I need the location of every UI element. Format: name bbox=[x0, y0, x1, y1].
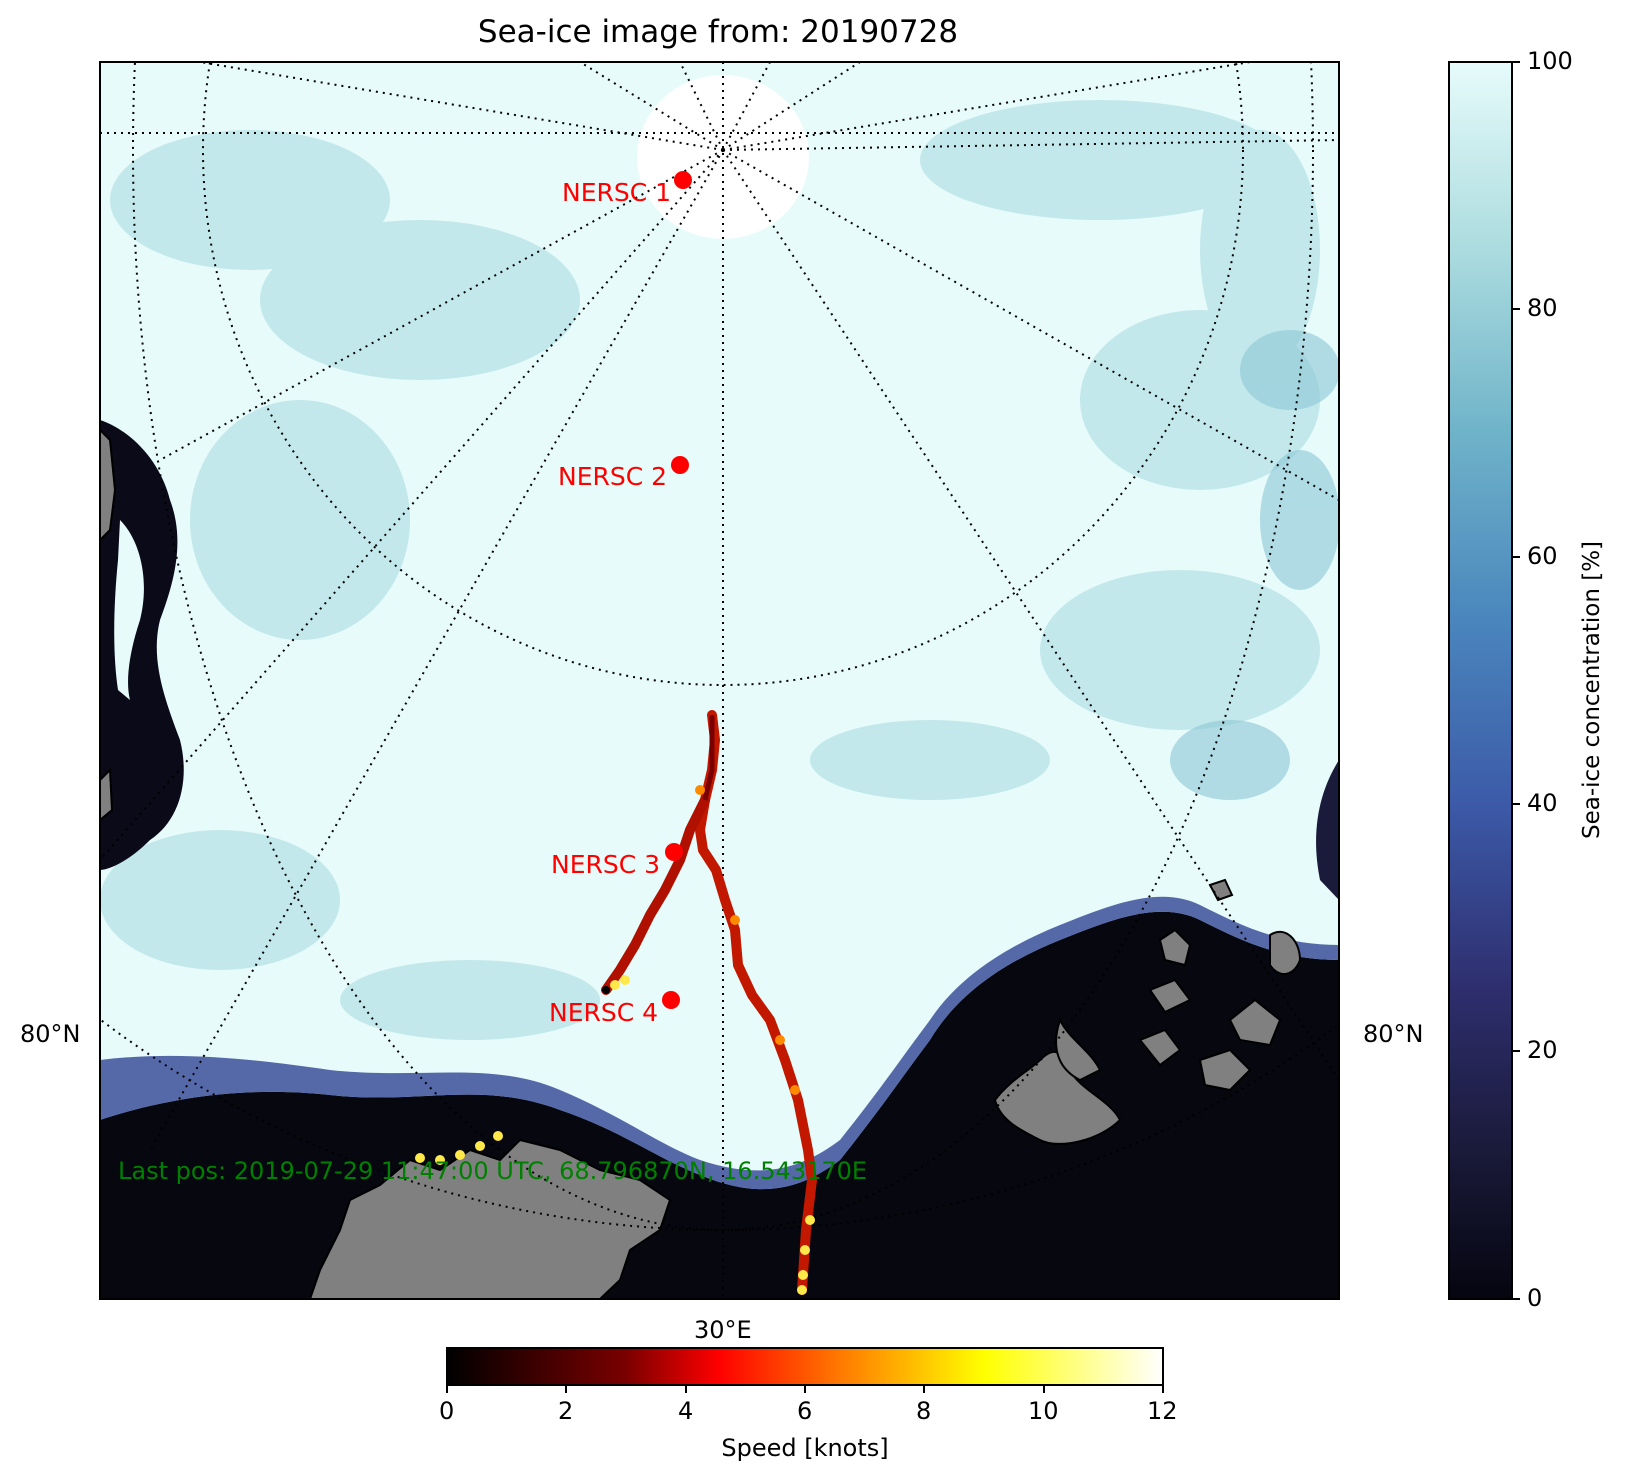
lat-label-left: 80°N bbox=[20, 1020, 81, 1048]
ice-texture bbox=[100, 100, 1320, 1040]
ice-colorbar bbox=[1448, 61, 1513, 1300]
map-title: Sea-ice image from: 20190728 bbox=[477, 14, 959, 50]
ice-tick-label: 80 bbox=[1527, 294, 1558, 322]
land bbox=[100, 428, 1302, 1299]
station-nersc-3-marker bbox=[665, 843, 683, 861]
speed-tick-label: 6 bbox=[797, 1397, 813, 1425]
speed-tick-label: 10 bbox=[1028, 1397, 1059, 1425]
map-area bbox=[100, 62, 1339, 1299]
speed-colorbar-title: Speed [knots] bbox=[721, 1434, 889, 1462]
station-nersc-4-label: NERSC 4 bbox=[549, 998, 659, 1027]
speed-tick-label: 4 bbox=[678, 1397, 694, 1425]
ice-tick-label: 40 bbox=[1527, 789, 1558, 817]
station-nersc-4-marker bbox=[662, 991, 680, 1009]
station-nersc-1-marker bbox=[674, 171, 692, 189]
speed-tick-label: 12 bbox=[1147, 1397, 1178, 1425]
pole-hole bbox=[637, 75, 809, 239]
ship-track bbox=[415, 710, 817, 1295]
graticule bbox=[100, 62, 1339, 1299]
speed-colorbar-ticks bbox=[446, 1385, 1164, 1393]
lat-label-right: 80°N bbox=[1363, 1020, 1424, 1048]
speed-tick-label: 2 bbox=[558, 1397, 574, 1425]
speed-colorbar bbox=[446, 1347, 1164, 1386]
ice-tick-label: 60 bbox=[1527, 542, 1558, 570]
speed-tick-label: 0 bbox=[439, 1397, 455, 1425]
station-nersc-3-label: NERSC 3 bbox=[551, 850, 661, 879]
ice-tick-label: 100 bbox=[1527, 47, 1573, 75]
station-nersc-2-label: NERSC 2 bbox=[558, 462, 668, 491]
ice-tick-label: 20 bbox=[1527, 1036, 1558, 1064]
speed-tick-label: 8 bbox=[916, 1397, 932, 1425]
last-position-text: Last pos: 2019-07-29 11:47:00 UTC, 68.79… bbox=[118, 1157, 868, 1185]
lon-label-bottom: 30°E bbox=[694, 1316, 752, 1344]
ice-tick-label: 0 bbox=[1527, 1284, 1543, 1312]
ice-colorbar-ticks bbox=[1512, 61, 1520, 1300]
map-frame bbox=[99, 61, 1340, 1300]
station-markers bbox=[662, 171, 692, 1009]
ice-colorbar-title: Sea-ice concentration [%] bbox=[1579, 540, 1605, 840]
station-nersc-1-label: NERSC 1 bbox=[562, 178, 672, 207]
station-nersc-2-marker bbox=[671, 456, 689, 474]
